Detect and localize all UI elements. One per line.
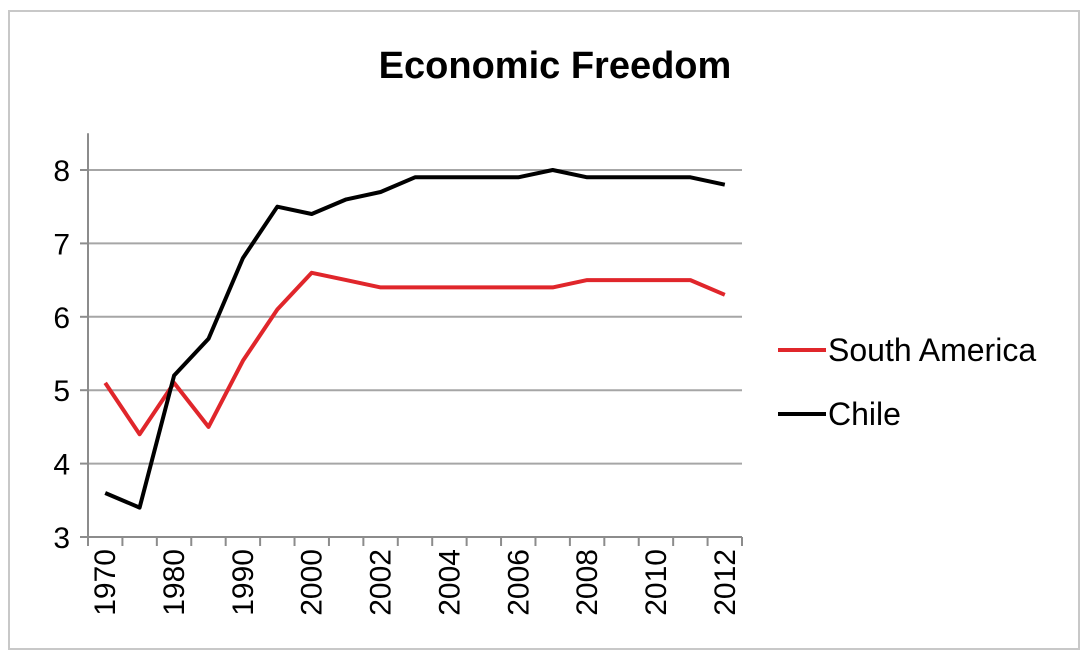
y-tick-label: 4 (53, 449, 70, 482)
y-tick-labels: 3 4 5 6 7 8 (53, 155, 70, 555)
legend-label: Chile (828, 396, 901, 432)
x-tick-label: 2000 (296, 549, 329, 616)
legend: South America Chile (778, 332, 1036, 432)
legend-label: South America (828, 332, 1036, 368)
y-tick-label: 8 (53, 155, 70, 188)
x-tick-label: 1970 (89, 549, 122, 616)
x-tick-label: 2008 (571, 549, 604, 616)
series-lines (103, 168, 726, 510)
x-tick-label: 1980 (158, 549, 191, 616)
legend-item: Chile (778, 396, 901, 432)
gridlines (88, 169, 742, 465)
legend-item: South America (778, 332, 1036, 368)
y-tick-label: 7 (53, 228, 70, 261)
series-line-south-america (103, 270, 726, 437)
x-tick-label: 2010 (640, 549, 673, 616)
x-tick-label: 1990 (227, 549, 260, 616)
y-tick-label: 6 (53, 302, 70, 335)
series-line-chile (104, 168, 726, 510)
x-tick-label: 2012 (709, 549, 742, 616)
y-tick-label: 3 (53, 522, 70, 555)
line-chart: Economic Freedom 3 4 5 6 7 8 1970 1980 1990 2000… (53, 45, 1036, 616)
x-tick-label: 2006 (502, 549, 535, 616)
y-tick-label: 5 (53, 375, 70, 408)
x-tick-label: 2002 (365, 549, 398, 616)
x-tick-label: 2004 (433, 549, 466, 616)
chart-frame: Economic Freedom 3 4 5 6 7 8 1970 1980 1990 2000… (8, 10, 1080, 650)
x-tick-labels: 1970 1980 1990 2000 2002 2004 2006 2008 2010 2012 (89, 549, 742, 616)
axes (80, 133, 743, 546)
chart-title: Economic Freedom (379, 45, 732, 87)
